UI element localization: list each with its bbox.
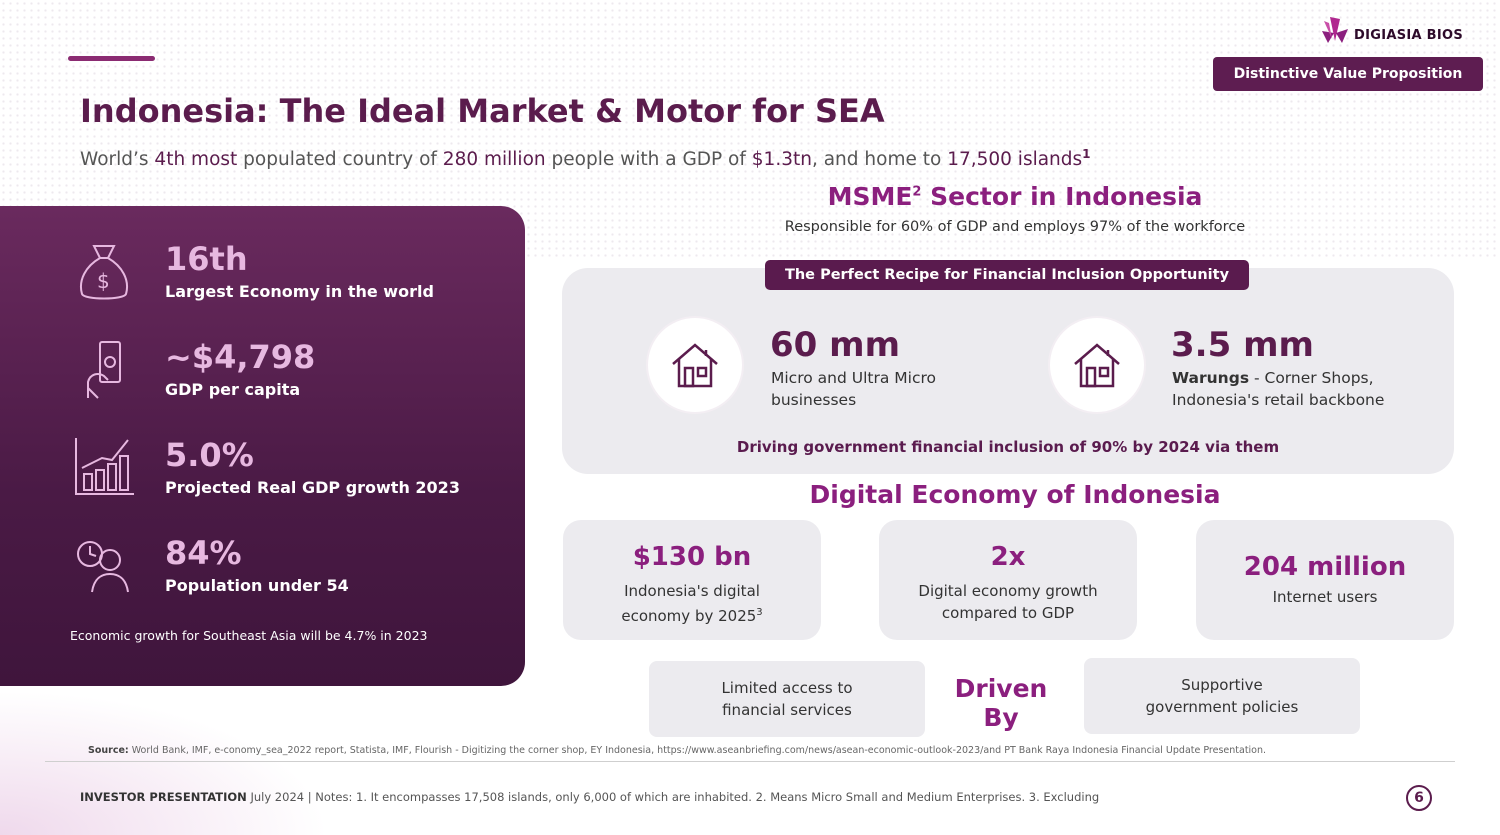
lotus-logo-icon <box>1322 17 1348 43</box>
page-number: 6 <box>1406 785 1432 811</box>
stat-label: Population under 54 <box>165 576 349 595</box>
card-text: Indonesia's digital economy by 20253 <box>621 582 763 625</box>
accent-bar <box>68 56 155 61</box>
growth-chart-icon <box>75 438 134 495</box>
digital-economy-title: Digital Economy of Indonesia <box>809 480 1221 509</box>
warung-count-desc: Warungs - Corner Shops, Indonesia's retai… <box>1172 369 1385 409</box>
driven-by-label: Driven By <box>954 674 1048 732</box>
stat-value: 84% <box>165 534 242 572</box>
sea-growth-note: Economic growth for Southeast Asia will … <box>70 628 428 643</box>
house-icon <box>672 343 718 388</box>
indonesia-stats-panel: $ 16th Largest Economy in the world ~$4,… <box>0 206 525 686</box>
stat-value: 5.0% <box>165 436 254 474</box>
house-icon <box>1074 343 1120 388</box>
digital-card-economy-size: $130 bn Indonesia's digital economy by 20… <box>563 520 821 640</box>
stat-label: Projected Real GDP growth 2023 <box>165 478 460 497</box>
footer-notes: INVESTOR PRESENTATION July 2024 | Notes:… <box>80 790 1100 804</box>
stat-label: GDP per capita <box>165 380 301 399</box>
inclusion-goal-text: Driving government financial inclusion o… <box>736 438 1280 456</box>
stat-largest-economy: $ 16th Largest Economy in the world <box>0 240 525 320</box>
stat-value: 16th <box>165 240 248 278</box>
footer-divider <box>45 761 1455 762</box>
card-value: 2x <box>990 542 1026 572</box>
card-value: 204 million <box>1243 552 1407 582</box>
stat-label: Largest Economy in the world <box>165 282 434 301</box>
msme-count-desc: Micro and Ultra Micro businesses <box>771 369 936 409</box>
money-bag-icon: $ <box>80 245 128 300</box>
msme-count-value: 60 mm <box>770 325 901 365</box>
msme-icon-circle <box>648 318 742 412</box>
brand-name: DIGIASIA BIOS <box>1354 27 1464 43</box>
stat-population: 84% Population under 54 <box>0 534 525 614</box>
section-tag: Distinctive Value Proposition <box>1213 57 1483 91</box>
stat-gdp-per-capita: ~$4,798 GDP per capita <box>0 338 525 418</box>
svg-text:$: $ <box>97 269 110 293</box>
msme-subtitle: Responsible for 60% of GDP and employs 9… <box>784 219 1246 235</box>
driver-government-policies: Supportive government policies <box>1084 658 1360 734</box>
stat-gdp-growth: 5.0% Projected Real GDP growth 2023 <box>0 436 525 516</box>
hand-cash-icon <box>87 341 121 399</box>
stat-value: ~$4,798 <box>165 338 316 376</box>
person-clock-icon <box>77 541 129 593</box>
driver-limited-access: Limited access to financial services <box>649 661 925 737</box>
recipe-label: The Perfect Recipe for Financial Inclusi… <box>765 260 1249 290</box>
card-text: Internet users <box>1272 588 1378 606</box>
card-text: Digital economy growth compared to GDP <box>918 582 1098 622</box>
page-subtitle: World’s 4th most populated country of 28… <box>80 147 1091 171</box>
digital-card-growth: 2x Digital economy growth compared to GDP <box>879 520 1137 640</box>
source-note: Source: World Bank, IMF, e-conomy_sea_20… <box>88 745 1267 756</box>
warung-icon-circle <box>1050 318 1144 412</box>
msme-title: MSME2 Sector in Indonesia <box>827 182 1203 211</box>
brand-logo: DIGIASIA BIOS <box>1320 8 1470 48</box>
card-value: $130 bn <box>632 542 752 572</box>
warung-count-value: 3.5 mm <box>1171 325 1314 365</box>
page-title: Indonesia: The Ideal Market & Motor for … <box>80 92 885 130</box>
digital-card-internet-users: 204 million Internet users <box>1196 520 1454 640</box>
corner-glow <box>0 690 330 835</box>
